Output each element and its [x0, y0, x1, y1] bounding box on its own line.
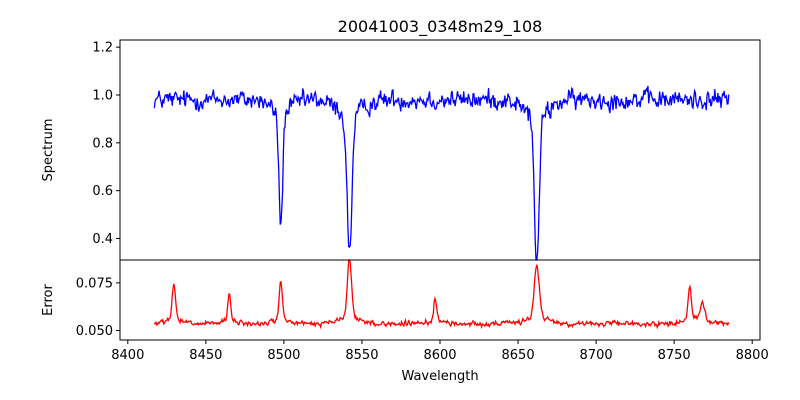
spectrum-y-ticks: 0.4 0.6 0.8 1.0 1.2 — [92, 41, 120, 247]
wavelength-axis-label: Wavelength — [401, 369, 478, 384]
x-tick-label: 8700 — [580, 348, 613, 363]
wavelength-x-ticks: 8400 8450 8500 8550 8600 8650 8700 8750 8800 — [111, 340, 769, 363]
y-tick-label: 0.6 — [92, 184, 113, 199]
x-tick-label: 8750 — [658, 348, 691, 363]
spectrum-axis-label: Spectrum — [41, 119, 56, 182]
x-tick-label: 8400 — [111, 348, 144, 363]
y-tick-label: 1.2 — [92, 41, 113, 56]
spectrum-axes-frame — [119, 39, 761, 261]
spectrum-line — [153, 85, 730, 261]
y-tick-label: 0.8 — [92, 136, 113, 151]
x-tick-label: 8600 — [423, 348, 456, 363]
chart-title: 20041003_0348m29_108 — [338, 17, 543, 37]
error-y-ticks: 0.050 0.075 — [76, 276, 120, 339]
error-axis-label: Error — [41, 284, 56, 316]
error-axes-frame — [119, 259, 761, 341]
x-tick-label: 8650 — [502, 348, 535, 363]
x-tick-label: 8800 — [736, 348, 769, 363]
y-tick-label: 0.050 — [76, 324, 113, 339]
x-tick-label: 8550 — [345, 348, 378, 363]
spectrum-panel: Spectrum 0.4 0.6 0.8 1.0 1.2 — [41, 39, 761, 261]
y-tick-label: 0.4 — [92, 232, 113, 247]
y-tick-label: 0.075 — [76, 276, 113, 291]
error-panel: Error 0.050 0.075 — [41, 258, 761, 341]
y-tick-label: 1.0 — [92, 89, 113, 104]
x-tick-label: 8450 — [189, 348, 222, 363]
error-line — [153, 258, 730, 330]
x-tick-label: 8500 — [267, 348, 300, 363]
